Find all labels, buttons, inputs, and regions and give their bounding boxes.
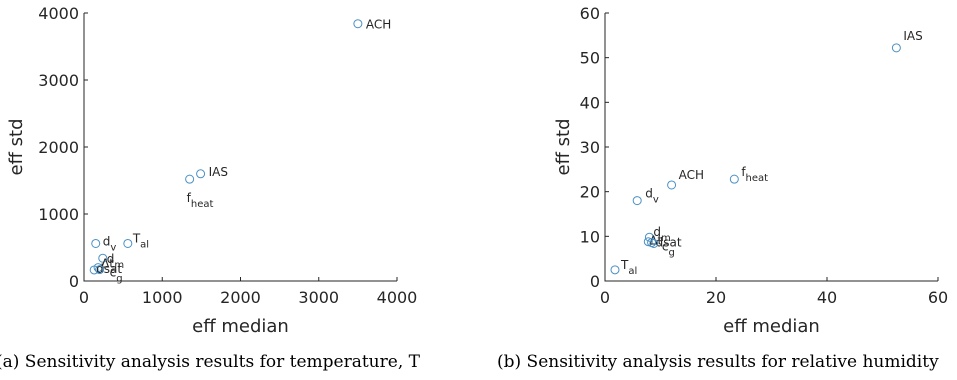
x-tick-label: 0	[79, 288, 89, 307]
point-label: cg	[110, 266, 123, 285]
x-tick-label: 3000	[298, 288, 339, 307]
scatter-point	[89, 265, 99, 275]
x-axis-label: eff median	[192, 316, 289, 337]
y-tick-label: 4000	[38, 4, 79, 23]
caption-a: (a) Sensitivity analysis results for tem…	[0, 352, 420, 372]
point-label: Δt	[101, 257, 114, 271]
scatter-point	[91, 238, 101, 248]
caption-b: (b) Sensitivity analysis results for rel…	[497, 352, 939, 372]
scatter-point	[632, 196, 642, 206]
scatter-point	[667, 180, 677, 190]
point-label: dm	[653, 225, 670, 244]
y-tick-label: 20	[580, 183, 600, 202]
y-tick-label: 1000	[38, 205, 79, 224]
y-tick-label: 2000	[38, 138, 79, 157]
y-tick-label: 3000	[38, 71, 79, 90]
point-label: fheat	[187, 191, 214, 210]
scatter-point	[123, 238, 133, 248]
x-tick-label: 40	[817, 288, 837, 307]
x-tick-label: 4000	[377, 288, 418, 307]
x-tick-label: 1000	[142, 288, 183, 307]
x-axis-label: eff median	[723, 316, 820, 337]
point-label: cg	[662, 239, 675, 258]
scatter-point	[185, 174, 195, 184]
point-label: ACH	[679, 168, 704, 182]
point-label: fheat	[741, 165, 768, 184]
scatter-point	[891, 43, 901, 53]
scatter-point	[95, 265, 105, 275]
y-tick-label: 60	[580, 4, 600, 23]
point-label: Tal	[132, 231, 149, 250]
scatter-point	[353, 19, 363, 29]
y-tick-label: 10	[580, 227, 600, 246]
point-label: dv	[645, 187, 659, 206]
x-tick-label: 2000	[220, 288, 261, 307]
scatter-point	[644, 232, 654, 242]
scatter-point	[729, 174, 739, 184]
scatter-point	[196, 169, 206, 179]
chart-a-temperature: 0 1000 2000 3000 4000 0 1000 2000 3000 4000 eff me…	[6, 4, 417, 337]
y-axis-label: eff std	[553, 118, 574, 175]
point-label: ACH	[366, 18, 391, 32]
scatter-point	[643, 237, 653, 247]
chart-b-relative-humidity: 0 20 40 60 0 10 20 30 40 50 60 eff median eff std IAS…	[553, 4, 948, 337]
point-label: dm	[107, 252, 124, 271]
y-tick-label: 0	[590, 272, 600, 291]
x-tick-label: 60	[928, 288, 948, 307]
point-label: dv	[103, 234, 117, 253]
point-label: Δt	[649, 234, 662, 248]
x-tick-label: 0	[600, 288, 610, 307]
y-tick-label: 30	[580, 138, 600, 157]
y-tick-label: 0	[69, 272, 79, 291]
scatter-point	[610, 265, 620, 275]
scatter-point	[649, 238, 659, 248]
point-label: dsat	[656, 236, 682, 250]
point-label: Tal	[620, 258, 637, 277]
y-tick-label: 40	[580, 93, 600, 112]
point-label: IAS	[209, 165, 228, 179]
scatter-point	[98, 253, 108, 263]
x-tick-label: 20	[706, 288, 726, 307]
y-tick-label: 50	[580, 49, 600, 68]
point-label: IAS	[903, 29, 922, 43]
y-axis-label: eff std	[6, 118, 27, 175]
